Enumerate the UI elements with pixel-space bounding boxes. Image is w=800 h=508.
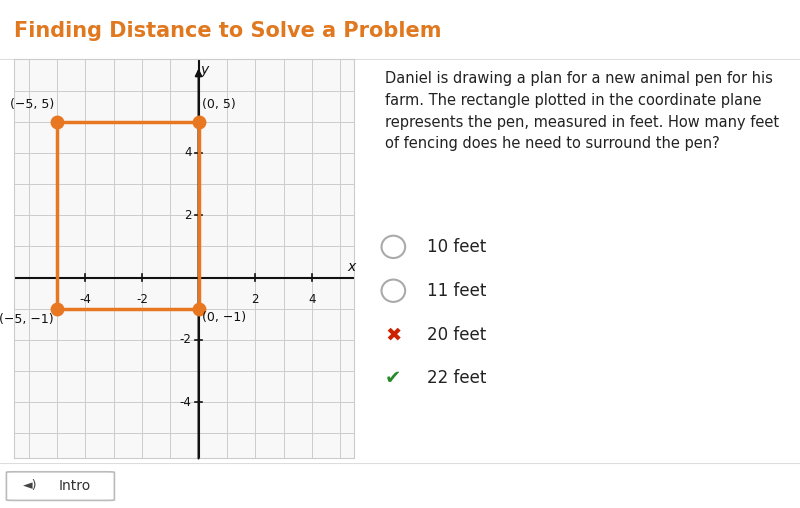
Text: (−5, −1): (−5, −1) (0, 313, 54, 326)
Text: -2: -2 (136, 293, 148, 306)
Text: -2: -2 (180, 333, 191, 346)
Text: y: y (201, 64, 209, 77)
Text: ◄): ◄) (23, 479, 38, 492)
Text: (0, 5): (0, 5) (202, 98, 236, 111)
Text: 10 feet: 10 feet (427, 238, 486, 256)
Text: 22 feet: 22 feet (427, 369, 486, 388)
Text: -4: -4 (180, 396, 191, 408)
Text: 20 feet: 20 feet (427, 326, 486, 343)
FancyBboxPatch shape (6, 472, 114, 500)
Text: (−5, 5): (−5, 5) (10, 98, 54, 111)
Text: Intro: Intro (58, 479, 90, 493)
Text: (0, −1): (0, −1) (202, 311, 246, 324)
Text: ✔: ✔ (385, 369, 402, 388)
Text: 2: 2 (184, 209, 191, 221)
Text: 2: 2 (251, 293, 259, 306)
Text: 4: 4 (308, 293, 316, 306)
Text: -4: -4 (79, 293, 91, 306)
Text: ✖: ✖ (385, 325, 402, 344)
Text: 11 feet: 11 feet (427, 282, 486, 300)
Text: Daniel is drawing a plan for a new animal pen for his
farm. The rectangle plotte: Daniel is drawing a plan for a new anima… (385, 72, 779, 151)
Text: 4: 4 (184, 146, 191, 160)
Text: x: x (347, 260, 356, 274)
Text: Finding Distance to Solve a Problem: Finding Distance to Solve a Problem (14, 21, 442, 41)
